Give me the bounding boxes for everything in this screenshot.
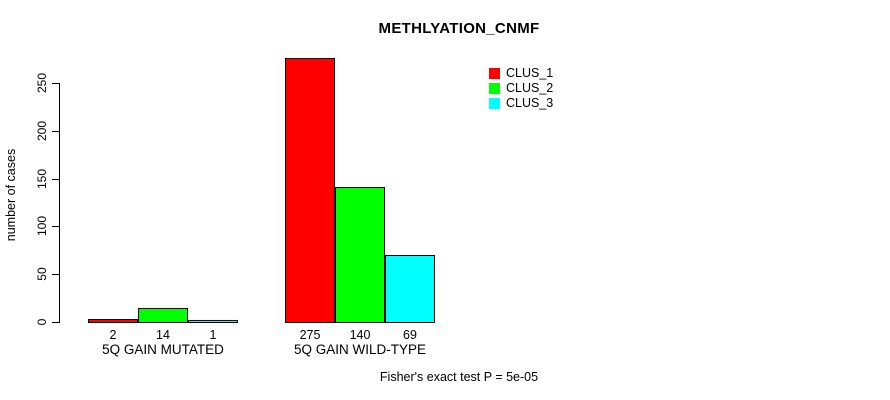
legend-item: CLUS_3 — [489, 96, 553, 111]
legend-swatch — [489, 83, 500, 94]
y-tick-mark — [52, 179, 59, 180]
legend-item: CLUS_1 — [489, 66, 553, 81]
bar-value-label: 140 — [349, 328, 371, 342]
bar — [285, 58, 335, 323]
y-tick-label: 250 — [35, 72, 49, 94]
y-tick-mark — [52, 322, 59, 323]
y-tick-label: 0 — [35, 318, 49, 326]
legend-swatch — [489, 98, 500, 109]
category-label: 5Q GAIN WILD-TYPE — [293, 342, 427, 357]
y-tick-mark — [52, 226, 59, 227]
bar-value-label: 1 — [209, 328, 217, 342]
bar-value-label: 69 — [403, 328, 417, 342]
bar — [138, 308, 188, 323]
y-axis-line — [59, 83, 60, 323]
category-label: 5Q GAIN MUTATED — [102, 342, 224, 357]
bar-value-label: 14 — [156, 328, 170, 342]
bar — [188, 320, 238, 323]
y-tick-label: 100 — [35, 215, 49, 237]
legend-swatch — [489, 68, 500, 79]
bar — [385, 255, 435, 323]
y-tick-mark — [52, 83, 59, 84]
bar-value-label: 275 — [299, 328, 321, 342]
y-tick-label: 150 — [35, 168, 49, 190]
chart-title: METHLYATION_CNMF — [378, 20, 540, 37]
y-tick-mark — [52, 274, 59, 275]
fisher-test-annotation: Fisher's exact test P = 5e-05 — [379, 370, 539, 384]
y-tick-label: 200 — [35, 120, 49, 142]
legend-label: CLUS_3 — [506, 96, 554, 110]
legend-item: CLUS_2 — [489, 81, 553, 96]
bar — [88, 319, 138, 323]
y-tick-label: 50 — [35, 267, 49, 281]
bar-value-label: 2 — [109, 328, 117, 342]
y-tick-mark — [52, 131, 59, 132]
legend: CLUS_1 CLUS_2 CLUS_3 — [489, 66, 553, 111]
bar — [335, 187, 385, 323]
y-axis-title: number of cases — [4, 148, 18, 242]
legend-label: CLUS_1 — [506, 66, 554, 80]
legend-label: CLUS_2 — [506, 81, 554, 95]
